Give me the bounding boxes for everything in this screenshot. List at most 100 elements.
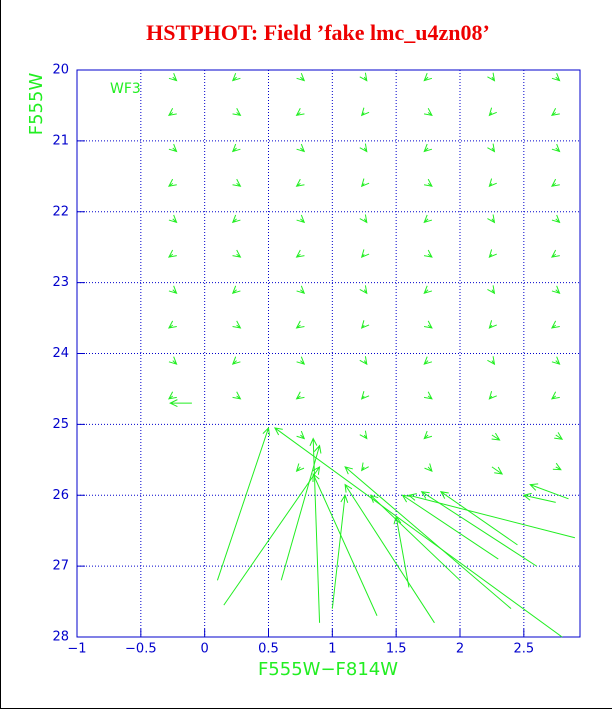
arrow [168,285,178,295]
arrow [550,178,560,187]
arrow [360,391,370,400]
arrow [551,356,561,365]
arrow [232,391,242,400]
x-tick-label: 0.5 [258,642,279,657]
arrow [488,391,497,400]
y-tick-label: 24 [52,346,69,361]
arrow [167,249,177,258]
x-tick-label: −1 [67,642,86,657]
arrow [216,426,271,581]
arrow [295,178,305,187]
x-tick-label: 1.5 [386,642,407,657]
arrow [487,285,496,295]
y-tick-label: 26 [52,488,69,503]
arrow [423,430,433,440]
arrow [393,515,410,588]
arrow [360,320,370,329]
arrow [522,492,556,503]
arrow [369,494,461,581]
arrow [488,249,497,258]
arrow [295,249,305,258]
arrow [295,320,305,329]
arrow [420,491,537,567]
arrow [295,108,305,117]
arrow [168,356,178,365]
y-tick-label: 23 [52,275,69,290]
arrow [529,483,569,500]
arrow [407,493,576,539]
arrow [360,178,370,188]
arrow [360,107,370,117]
arrow [423,178,433,187]
arrow [231,214,241,224]
arrow [550,249,560,258]
arrow [423,73,433,82]
y-tick-label: 28 [52,630,69,645]
arrow [359,214,368,224]
arrow [296,214,306,224]
arrow [554,432,564,440]
arrow [487,356,496,366]
arrow [167,320,177,329]
arrow [231,73,241,82]
arrow [361,462,369,472]
arrow [309,437,321,623]
arrow [296,430,306,440]
arrow [423,249,433,258]
arrow [552,462,562,471]
arrow [551,214,561,224]
arrow [359,285,368,295]
arrow [488,178,497,188]
arrow [423,143,433,153]
arrow [491,466,504,475]
arrow [359,356,368,366]
x-axis-label: F555W−F814W [258,659,398,680]
annotation: WF3 [110,81,141,97]
arrow [359,72,368,82]
arrow [359,143,368,153]
arrow [551,143,561,153]
x-tick-label: 2 [456,642,464,657]
arrow [487,143,496,153]
arrow [487,72,496,82]
arrow [488,107,497,117]
arrow [168,143,178,153]
arrow [491,432,501,441]
arrow [231,143,241,153]
x-tick-label: 1 [328,642,336,657]
arrow [551,285,561,295]
arrow [296,73,306,82]
arrow [344,483,435,624]
arrow [295,391,305,400]
arrow [312,472,378,616]
arrow [423,356,433,365]
y-tick-label: 20 [52,63,69,78]
arrow [550,391,560,400]
y-tick-label: 25 [52,417,69,432]
arrow [232,249,242,258]
y-tick-label: 27 [52,559,69,574]
arrow [359,430,368,440]
arrow [167,108,177,117]
arrow [232,320,242,329]
arrow [168,73,178,82]
plot-frame [76,69,581,638]
arrow [231,356,241,365]
arrow [331,494,349,609]
arrow [169,399,192,408]
arrow [232,108,242,117]
arrow [401,494,499,560]
arrow [487,214,496,224]
y-axis-label: F555W [26,73,47,136]
arrow [550,320,560,329]
x-tick-label: 2.5 [513,642,534,657]
arrow [423,391,433,400]
arrow [360,249,370,258]
arrow [167,391,177,400]
arrow [296,356,306,365]
arrow [273,427,563,638]
arrow [296,285,306,295]
arrow [423,108,433,117]
